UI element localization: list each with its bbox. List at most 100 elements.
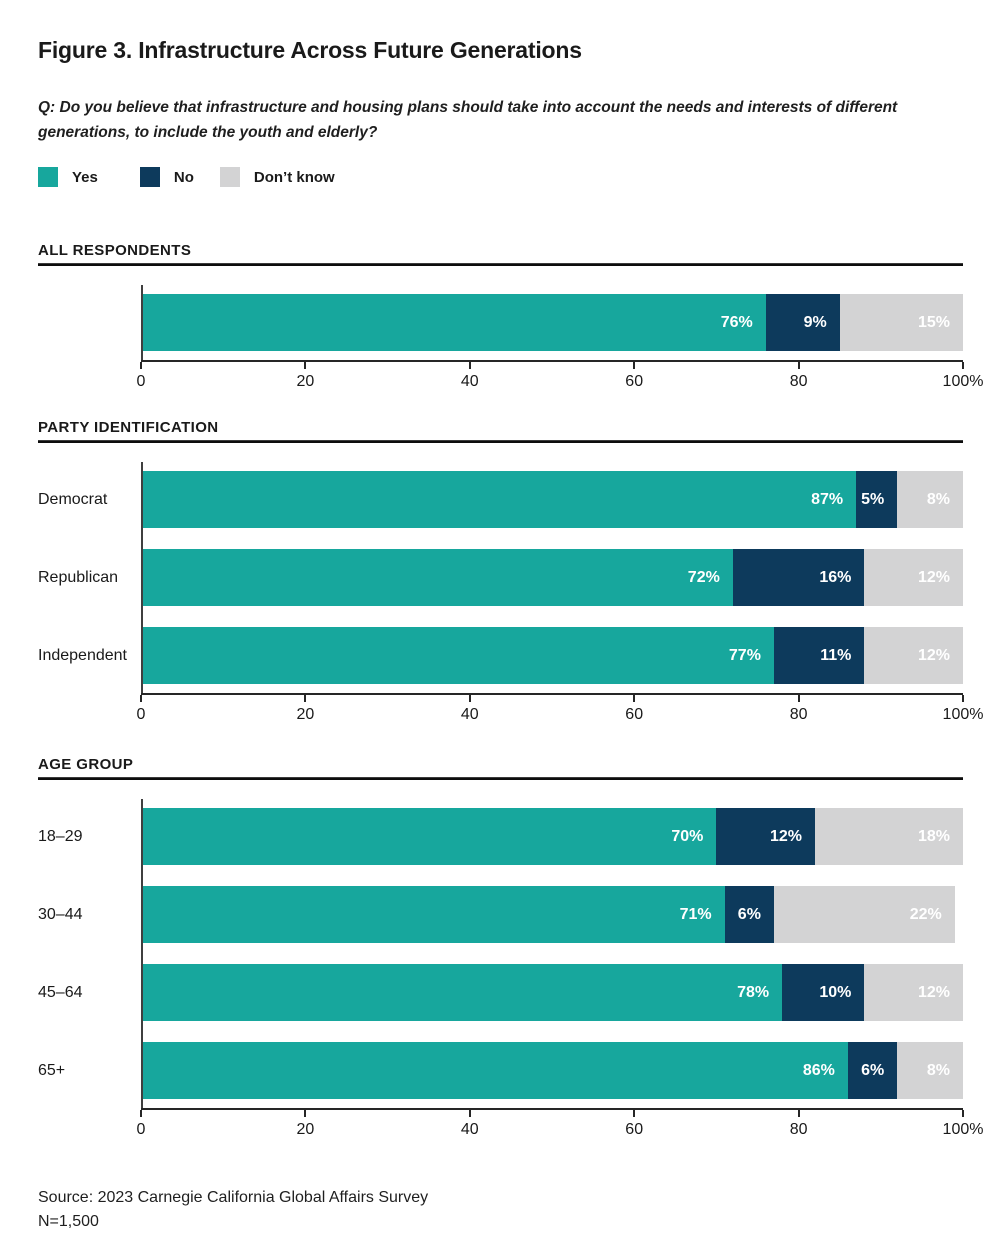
axis-tick-mark <box>797 695 800 702</box>
y-axis-line <box>141 799 143 1108</box>
section-rule <box>38 777 963 780</box>
value-label: 11% <box>820 646 852 664</box>
chart-row: Independent 77% 11% 12% <box>38 627 963 684</box>
stacked-bar-chart-age-group: 18–29 70% 12% 18% 30–44 71% 6% 22% 45–64 78% 10% 12… <box>38 799 983 1144</box>
axis-tick-mark <box>633 1110 636 1117</box>
x-axis: 0 20 40 60 80 100% <box>137 360 983 396</box>
value-label: 9% <box>803 313 827 331</box>
chart-rows: 18–29 70% 12% 18% 30–44 71% 6% 22% 45–64 78% 10% 12… <box>38 799 963 1108</box>
legend-item-dont-know: Don’t know <box>219 167 335 187</box>
stacked-bar: 78% 10% 12% <box>141 964 963 1021</box>
y-axis-line <box>141 462 143 693</box>
bar-segment-yes: 71% <box>141 886 725 943</box>
value-label: 77% <box>728 646 761 664</box>
section-title: ALL RESPONDENTS <box>38 242 192 259</box>
sample-size: N=1,500 <box>38 1213 99 1230</box>
value-label: 12% <box>917 568 950 586</box>
chart-row: Democrat 87% 5% 8% <box>38 471 963 528</box>
axis-tick-mark <box>633 695 636 702</box>
bar-segment-no: 5% <box>856 471 898 528</box>
bar-segment-don-t-know: 15% <box>839 294 963 351</box>
legend-label-yes: Yes <box>72 168 98 186</box>
bar-segment-don-t-know: 18% <box>815 808 963 865</box>
value-label: 5% <box>861 490 885 508</box>
axis-tick-label: 60 <box>625 1121 644 1138</box>
axis-tick-label: 80 <box>789 373 808 390</box>
axis-tick-label: 40 <box>460 1121 479 1138</box>
legend-label-no: No <box>173 168 194 186</box>
axis-tick-label: 100% <box>942 1121 984 1138</box>
axis-tick-mark <box>304 1110 307 1117</box>
value-label: 72% <box>687 568 720 586</box>
section-all-respondents: ALL RESPONDENTS 76% 9% 15% 0 20 40 60 80 100% <box>38 241 983 396</box>
axis-tick-label: 100% <box>942 706 984 723</box>
axis-tick-label: 0 <box>136 706 146 723</box>
figure-content: Figure 3. Infrastructure Across Future G… <box>0 36 1000 1234</box>
value-label: 8% <box>926 490 950 508</box>
legend-label-dont-know: Don’t know <box>253 168 335 186</box>
legend-item-yes: Yes <box>38 167 98 187</box>
x-axis: 0 20 40 60 80 100% <box>137 693 983 729</box>
axis-tick-label: 40 <box>460 706 479 723</box>
value-label: 12% <box>917 646 950 664</box>
section-party-identification: PARTY IDENTIFICATION Democrat 87% 5% 8% Repu… <box>38 418 983 729</box>
bar-segment-yes: 86% <box>141 1042 848 1099</box>
bar-segment-yes: 78% <box>141 964 783 1021</box>
value-label: 10% <box>819 983 852 1001</box>
bar-segment-don-t-know: 8% <box>897 471 963 528</box>
axis-tick-mark <box>797 1110 800 1117</box>
axis-tick-label: 20 <box>296 1121 315 1138</box>
chart-row: 30–44 71% 6% 22% <box>38 886 963 943</box>
stacked-bar: 76% 9% 15% <box>141 294 963 351</box>
axis-tick-label: 60 <box>625 373 644 390</box>
axis-tick-mark <box>468 695 471 702</box>
bar-segment-don-t-know: 12% <box>864 549 963 606</box>
axis-tick-label: 80 <box>789 1121 808 1138</box>
legend: Yes No Don’t know <box>38 167 963 187</box>
value-label: 12% <box>917 983 950 1001</box>
bar-segment-don-t-know: 12% <box>864 627 963 684</box>
axis-tick-mark <box>140 1110 142 1117</box>
chart-row: 18–29 70% 12% 18% <box>38 808 963 865</box>
axis-tick-label: 0 <box>136 373 146 390</box>
category-label: 30–44 <box>38 905 83 923</box>
chart-rows: Democrat 87% 5% 8% Republican 72% 16% 12% Indepe… <box>38 462 963 693</box>
bar-segment-no: 12% <box>716 808 816 865</box>
chart-row: Republican 72% 16% 12% <box>38 549 963 606</box>
bar-segment-don-t-know: 22% <box>773 886 955 943</box>
section-age-group: AGE GROUP 18–29 70% 12% 18% 30–44 71% 6% 22% 45–… <box>38 755 983 1144</box>
value-label: 6% <box>861 1061 885 1079</box>
bar-segment-no: 9% <box>765 294 840 351</box>
legend-swatch-dont-know <box>219 167 240 187</box>
value-label: 6% <box>737 905 761 923</box>
value-label: 15% <box>917 313 950 331</box>
value-label: 78% <box>737 983 770 1001</box>
category-label: Republican <box>38 568 119 586</box>
value-label: 86% <box>802 1061 835 1079</box>
category-label: 65+ <box>38 1061 66 1079</box>
section-title: AGE GROUP <box>38 756 134 773</box>
bar-segment-no: 6% <box>724 886 774 943</box>
stacked-bar: 86% 6% 8% <box>141 1042 963 1099</box>
stacked-bar-chart-all-respondents: 76% 9% 15% 0 20 40 60 80 100% <box>38 285 983 396</box>
bar-segment-no: 16% <box>732 549 865 606</box>
axis-tick-label: 80 <box>789 706 808 723</box>
bar-segment-no: 6% <box>847 1042 898 1099</box>
value-label: 22% <box>909 905 942 923</box>
bar-segment-yes: 76% <box>141 294 766 351</box>
legend-swatch-no <box>139 167 160 187</box>
chart-row: 65+ 86% 6% 8% <box>38 1042 963 1099</box>
source-line: Source: 2023 Carnegie California Global … <box>38 1189 429 1206</box>
bar-segment-don-t-know: 12% <box>864 964 963 1021</box>
axis-tick-label: 40 <box>460 373 479 390</box>
source-note: Source: 2023 Carnegie California Global … <box>38 1186 963 1234</box>
bar-segment-yes: 72% <box>141 549 733 606</box>
stacked-bar: 77% 11% 12% <box>141 627 963 684</box>
bar-segment-yes: 70% <box>141 808 717 865</box>
axis-tick-label: 100% <box>942 373 984 390</box>
axis-tick-mark <box>304 362 307 369</box>
category-label: 18–29 <box>38 827 83 845</box>
stacked-bar: 70% 12% 18% <box>141 808 963 865</box>
stacked-bar-chart-party-identification: Democrat 87% 5% 8% Republican 72% 16% 12% Indepe… <box>38 462 983 729</box>
